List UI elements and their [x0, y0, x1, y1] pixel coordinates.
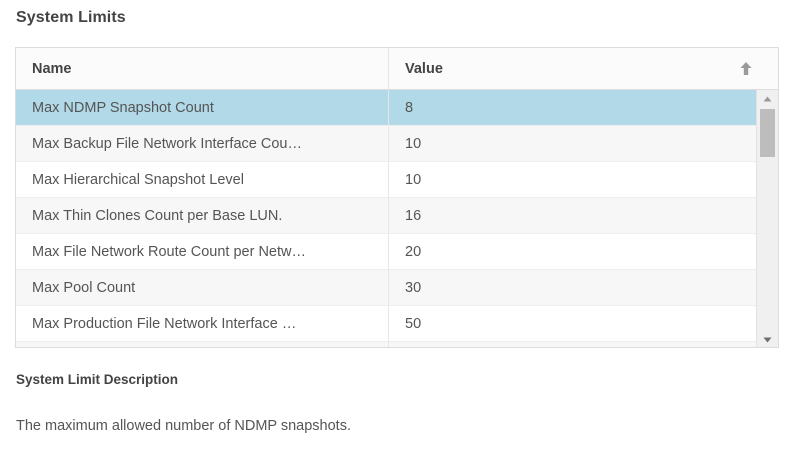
cell-name: Max Pool Count: [16, 270, 389, 305]
cell-name: Max Thin Clones Count per Base LUN.: [16, 198, 389, 233]
column-header-value[interactable]: Value: [389, 48, 778, 89]
cell-name: Max Hierarchical Snapshot Level: [16, 162, 389, 197]
cell-value: 10: [405, 135, 422, 152]
table-row[interactable]: Max Production File Network Interface … …: [16, 306, 756, 342]
cell-value: 20: [405, 243, 422, 260]
cell-value: 10: [405, 171, 422, 188]
column-header-name[interactable]: Name: [16, 48, 389, 89]
table-body-viewport: Max NDMP Snapshot Count 8 Max Backup Fil…: [16, 90, 778, 347]
description-heading: System Limit Description: [16, 372, 179, 387]
table-row[interactable]: Max Hierarchical Snapshot Level 10: [16, 162, 756, 198]
table-row[interactable]: Max Pool Count 30: [16, 270, 756, 306]
cell-value: 16: [405, 207, 422, 224]
table-body: Max NDMP Snapshot Count 8 Max Backup Fil…: [16, 90, 756, 347]
table-row[interactable]: Max Backup File Network Interface Cou… 1…: [16, 126, 756, 162]
description-text: The maximum allowed number of NDMP snaps…: [16, 418, 351, 434]
cell-value: [389, 342, 756, 347]
column-header-value-label: Value: [405, 60, 443, 77]
cell-value: 8: [405, 99, 414, 116]
table-header-row: Name Value: [16, 48, 778, 90]
scrollbar-thumb[interactable]: [760, 109, 775, 157]
table-row[interactable]: Max Thin Clones Count per Base LUN. 16: [16, 198, 756, 234]
cell-name: Max Backup File Network Interface Cou…: [16, 126, 389, 161]
table-row[interactable]: Max NDMP Snapshot Count 8: [16, 90, 756, 126]
cell-name: Max File Network Route Count per Netw…: [16, 234, 389, 269]
cell-name: [16, 342, 389, 347]
cell-value: 30: [405, 279, 422, 296]
scroll-up-arrow-icon[interactable]: [757, 90, 778, 107]
cell-name: Max Production File Network Interface …: [16, 306, 389, 341]
system-limits-table: Name Value Max NDMP Snapshot Count 8 Max: [15, 47, 779, 348]
page-title: System Limits: [16, 9, 126, 26]
table-row[interactable]: Max File Network Route Count per Netw… 2…: [16, 234, 756, 270]
table-vertical-scrollbar[interactable]: [756, 90, 778, 347]
arrow-up-icon[interactable]: [738, 61, 754, 77]
cell-name: Max NDMP Snapshot Count: [16, 90, 389, 125]
scroll-down-arrow-icon[interactable]: [757, 331, 778, 347]
table-row[interactable]: [16, 342, 756, 347]
cell-value: 50: [405, 315, 422, 332]
column-header-name-label: Name: [32, 60, 72, 77]
